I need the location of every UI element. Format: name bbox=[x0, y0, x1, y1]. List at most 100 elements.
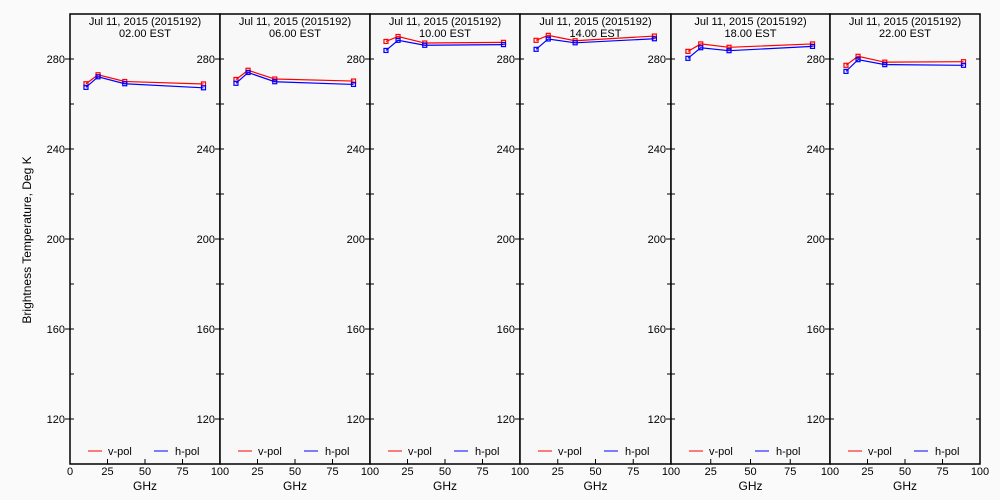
panel-frame bbox=[219, 13, 371, 465]
y-tick-label: 240 bbox=[347, 144, 365, 156]
y-tick-label: 120 bbox=[47, 414, 65, 426]
x-tick-label: 100 bbox=[511, 466, 529, 478]
y-tick-label: 200 bbox=[197, 234, 215, 246]
x-tick-label: 75 bbox=[176, 466, 188, 478]
x-axis-label: GHz bbox=[433, 479, 457, 493]
y-tick-label: 200 bbox=[347, 234, 365, 246]
panel-6: Jul 11, 2015 (2015192)22.00 EST 120 160 200… bbox=[807, 13, 989, 493]
h-pol-point bbox=[83, 84, 89, 90]
x-tick-label: 100 bbox=[211, 466, 229, 478]
y-tick-label: 160 bbox=[497, 324, 515, 336]
x-tick-label: 75 bbox=[476, 466, 488, 478]
v-pol-point bbox=[383, 38, 389, 45]
x-tick-label: 0 bbox=[67, 466, 73, 478]
x-tick-label: 100 bbox=[662, 466, 680, 478]
h-pol-point bbox=[245, 69, 251, 76]
h-pol-line bbox=[235, 71, 354, 86]
y-tick-label: 160 bbox=[807, 324, 825, 336]
panel-3: Jul 11, 2015 (2015192)10.00 EST 120 160 200… bbox=[347, 13, 529, 493]
h-pol-line bbox=[535, 38, 655, 50]
h-pol-point bbox=[422, 42, 428, 48]
h-pol-point bbox=[882, 62, 888, 68]
x-axis-label: GHz bbox=[739, 479, 763, 493]
y-tick-label: 280 bbox=[347, 54, 365, 66]
h-pol-point bbox=[698, 45, 704, 51]
h-pol-point bbox=[843, 68, 849, 74]
y-tick-label: 240 bbox=[497, 144, 515, 156]
h-pol-point bbox=[685, 55, 691, 61]
x-tick-label: 100 bbox=[361, 466, 379, 478]
panel-title: Jul 11, 2015 (2015192) bbox=[239, 16, 351, 28]
h-pol-point bbox=[651, 36, 657, 42]
panel-title: Jul 11, 2015 (2015192) bbox=[89, 16, 201, 28]
h-pol-line bbox=[687, 45, 813, 59]
v-pol-point bbox=[533, 37, 539, 43]
y-tick-label: 160 bbox=[47, 324, 65, 336]
panel-subtitle: 06.00 EST bbox=[269, 28, 321, 40]
x-tick-label: 75 bbox=[936, 466, 948, 478]
panel-frame bbox=[369, 13, 521, 465]
y-tick-label: 240 bbox=[648, 144, 666, 156]
h-pol-point bbox=[533, 46, 539, 52]
h-pol-point bbox=[855, 57, 861, 63]
v-pol-point bbox=[651, 33, 657, 39]
h-pol-point bbox=[809, 43, 816, 50]
x-tick-label: 75 bbox=[627, 466, 639, 478]
panel-frame bbox=[829, 13, 981, 465]
y-tick-label: 240 bbox=[807, 144, 825, 156]
y-tick-label: 160 bbox=[648, 324, 666, 336]
x-axis-label: GHz bbox=[893, 479, 917, 493]
h-pol-point bbox=[200, 85, 207, 91]
panel-subtitle: 10.00 EST bbox=[419, 28, 471, 40]
panel-2: Jul 11, 2015 (2015192)06.00 EST 120 160 200… bbox=[197, 13, 379, 493]
x-tick-label: 25 bbox=[705, 466, 717, 478]
y-tick-label: 120 bbox=[807, 414, 825, 426]
h-pol-point bbox=[545, 36, 551, 42]
x-tick-label: 25 bbox=[552, 466, 564, 478]
x-axis-label: GHz bbox=[133, 479, 157, 493]
h-pol-point bbox=[350, 81, 357, 88]
y-tick-label: 120 bbox=[497, 414, 515, 426]
x-tick-label: 75 bbox=[326, 466, 338, 478]
panel-title: Jul 11, 2015 (2015192) bbox=[849, 16, 961, 28]
y-tick-label: 120 bbox=[648, 414, 666, 426]
y-tick-label: 200 bbox=[497, 234, 515, 246]
panel-subtitle: 18.00 EST bbox=[725, 28, 777, 40]
legend-v-pol-label: v-pol bbox=[258, 446, 282, 458]
x-tick-label: 50 bbox=[899, 466, 911, 478]
x-tick-label: 50 bbox=[744, 466, 756, 478]
panel-1: Jul 11, 2015 (2015192)02.00 EST 120 160 200… bbox=[47, 13, 229, 493]
v-pol-line bbox=[385, 35, 504, 44]
h-pol-point bbox=[383, 47, 389, 54]
legend-v-pol-label: v-pol bbox=[408, 446, 432, 458]
x-tick-label: 25 bbox=[401, 466, 413, 478]
x-tick-label: 25 bbox=[101, 466, 113, 478]
y-tick-label: 120 bbox=[347, 414, 365, 426]
legend-v-pol-label: v-pol bbox=[709, 446, 733, 458]
v-pol-point bbox=[855, 53, 861, 59]
y-tick-label: 160 bbox=[347, 324, 365, 336]
v-pol-point bbox=[726, 44, 732, 50]
h-pol-point bbox=[122, 81, 128, 87]
x-axis-label: GHz bbox=[283, 479, 307, 493]
v-pol-point bbox=[685, 48, 691, 54]
h-pol-line bbox=[845, 59, 964, 72]
y-tick-label: 280 bbox=[497, 54, 515, 66]
y-axis-label: Brightness Temperature, Deg K bbox=[20, 156, 34, 323]
x-tick-label: 50 bbox=[289, 466, 301, 478]
legend-h-pol-label: h-pol bbox=[175, 446, 199, 458]
panel-title: Jul 11, 2015 (2015192) bbox=[539, 16, 651, 28]
y-tick-label: 280 bbox=[47, 54, 65, 66]
x-tick-label: 25 bbox=[251, 466, 263, 478]
x-axis-label: GHz bbox=[584, 479, 608, 493]
h-pol-point bbox=[95, 74, 101, 80]
v-pol-line bbox=[85, 74, 204, 85]
v-pol-line bbox=[235, 69, 354, 82]
x-tick-label: 50 bbox=[139, 466, 151, 478]
y-tick-label: 280 bbox=[197, 54, 215, 66]
h-pol-point bbox=[233, 80, 239, 86]
h-pol-line bbox=[85, 76, 204, 89]
v-pol-point bbox=[272, 76, 278, 82]
x-tick-label: 75 bbox=[784, 466, 796, 478]
